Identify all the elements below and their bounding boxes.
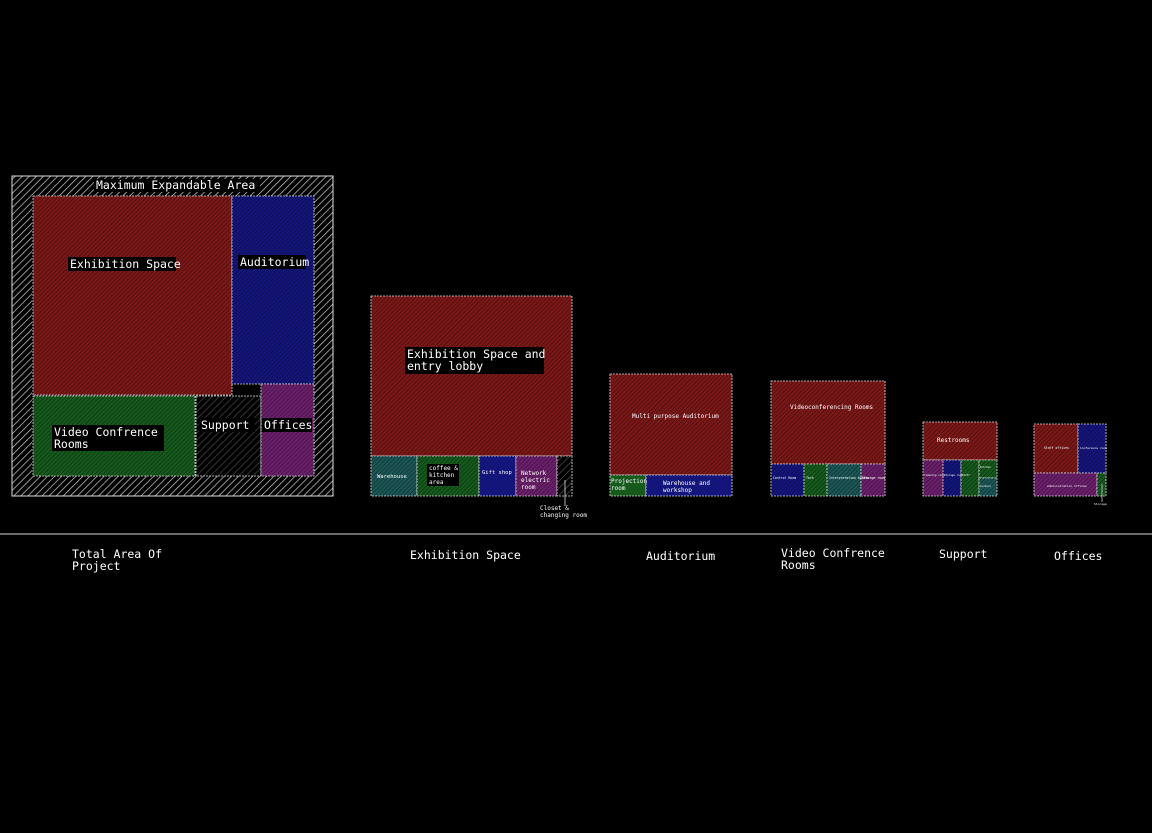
exhibition-network-line3: room: [521, 484, 536, 491]
auditorium-projection-label: Projection room: [611, 478, 651, 492]
offices-detail-group: Staff offices Conference room Administra…: [1033, 423, 1107, 506]
offices-rooms-hatch: [1034, 424, 1106, 496]
offices-block-label: Offices: [264, 418, 312, 432]
support-label-bg: [199, 418, 255, 432]
exhibition-gift-label: Gift shop: [482, 470, 512, 476]
support-main-hatch: [923, 422, 997, 460]
exhibition-block-label: Exhibition Space: [70, 257, 181, 271]
auditorium-block-label: Auditorium: [240, 255, 309, 269]
exhibition-coffee-label: coffee & kitchen area: [429, 465, 462, 486]
max-area-label-bg: [94, 179, 260, 192]
captions-row: Total Area Of Project Exhibition Space A…: [72, 546, 1102, 573]
support-small-label-5: Lockers: [980, 484, 991, 488]
auditorium-detail-group: Multi purpose Auditorium Projection room…: [609, 373, 733, 497]
auditorium-label-bg: [238, 255, 306, 269]
exhibition-closet-label: Closet & changing room: [540, 505, 587, 519]
auditorium-projection-line1: Projection: [611, 478, 648, 485]
exhibition-block-hatch: [33, 196, 232, 395]
video-small-label-1: Control Room: [773, 476, 796, 480]
caption-exhibition: Exhibition Space: [410, 548, 521, 562]
total-project-group: Maximum Expandable Area Exhibition Space…: [11, 175, 334, 497]
exhibition-network-line2: electric: [521, 477, 550, 484]
exhibition-network-line1: Network: [521, 470, 547, 477]
exhibition-main-label-bg: [405, 347, 544, 374]
support-detail-group: Restrooms Cleaning room Storage room Sta…: [922, 421, 998, 497]
exhibition-closet-hatch: [557, 456, 572, 496]
caption-offices: Offices: [1054, 549, 1102, 563]
exhibition-coffee-line1: coffee &: [429, 465, 458, 472]
auditorium-projection-line2: room: [611, 485, 626, 492]
video-main-label: Videoconferencing Rooms: [790, 404, 873, 411]
support-rooms-hatch: [923, 460, 997, 496]
video-detail-group: Videoconferencing Rooms Control Room Tec…: [770, 380, 886, 497]
exhibition-warehouse-label: Warehouse: [377, 474, 407, 480]
max-area-label: Maximum Expandable Area: [96, 178, 255, 192]
exhibition-closet-line1: Closet &: [540, 505, 569, 512]
offices-label-bg: [262, 418, 312, 432]
offices-small-label-3: Administration offices: [1047, 484, 1087, 488]
exhibition-coffee-label-bg: [427, 464, 459, 486]
exhibition-coffee-line2: kitchen: [429, 472, 455, 479]
support-main-label: Restrooms: [937, 437, 970, 444]
exhibition-main-hatch: [371, 296, 572, 456]
video-block-label-line1: Video Confrence: [54, 425, 158, 439]
caption-total: Total Area Of Project: [72, 547, 169, 573]
video-small-label-3: Interpretation booths: [829, 476, 869, 480]
exhibition-network-label: Network electric room: [521, 470, 554, 491]
exhibition-label-bg: [68, 257, 176, 271]
caption-total-line1: Total Area Of: [72, 547, 162, 561]
support-small-label-4: Kitchen: [980, 465, 991, 469]
caption-support: Support: [939, 547, 987, 561]
auditorium-main-label: Multi purpose Auditorium: [632, 413, 719, 420]
auditorium-warehouse-label: Warehouse and workshop: [663, 480, 714, 494]
auditorium-block-hatch: [232, 196, 314, 384]
caption-video-line1: Video Confrence: [781, 546, 885, 560]
support-small-label-1: Cleaning room: [924, 473, 945, 477]
support-small-label-2: Storage room: [944, 473, 963, 477]
auditorium-warehouse-line1: Warehouse and: [663, 480, 710, 487]
video-main-hatch: [771, 381, 885, 464]
offices-small-label-4: Storage: [1094, 502, 1107, 506]
caption-auditorium: Auditorium: [646, 549, 715, 563]
exhibition-warehouse-hatch: [371, 456, 417, 496]
exhibition-main-label-line2: entry lobby: [407, 359, 483, 373]
video-label-bg: [52, 425, 164, 451]
video-small-label-4: Storage room: [862, 476, 885, 480]
offices-small-label-2: Conference room: [1080, 446, 1107, 450]
exhibition-coffee-line3: area: [429, 479, 444, 486]
exhibition-main-label-line1: Exhibition Space and: [407, 347, 545, 361]
exhibition-gift: [478, 455, 517, 497]
auditorium-warehouse-line2: workshop: [663, 487, 692, 494]
support-block-label: Support: [201, 418, 249, 432]
exhibition-closet-line2: changing room: [540, 512, 587, 519]
exhibition-detail-group: Exhibition Space and entry lobby Warehou…: [370, 295, 587, 519]
video-block-label-line2: Rooms: [54, 437, 89, 451]
video-small-label-2: Tech: [806, 476, 814, 480]
offices-small-label-1: Staff offices: [1044, 446, 1069, 450]
auditorium-main-hatch: [610, 374, 732, 475]
caption-total-line2: Project: [72, 559, 120, 573]
auditorium-warehouse: [645, 474, 733, 497]
caption-video-line2: Rooms: [781, 558, 816, 572]
support-small-label-3: Staff: [962, 473, 970, 477]
video-block-label: Video Confrence Rooms: [54, 425, 165, 451]
caption-video: Video Confrence Rooms: [781, 546, 892, 572]
exhibition-main-label: Exhibition Space and entry lobby: [407, 347, 552, 373]
exhibition-network-hatch: [516, 456, 557, 496]
video-rooms-hatch: [771, 464, 885, 496]
support-block-hatch: [196, 396, 261, 476]
